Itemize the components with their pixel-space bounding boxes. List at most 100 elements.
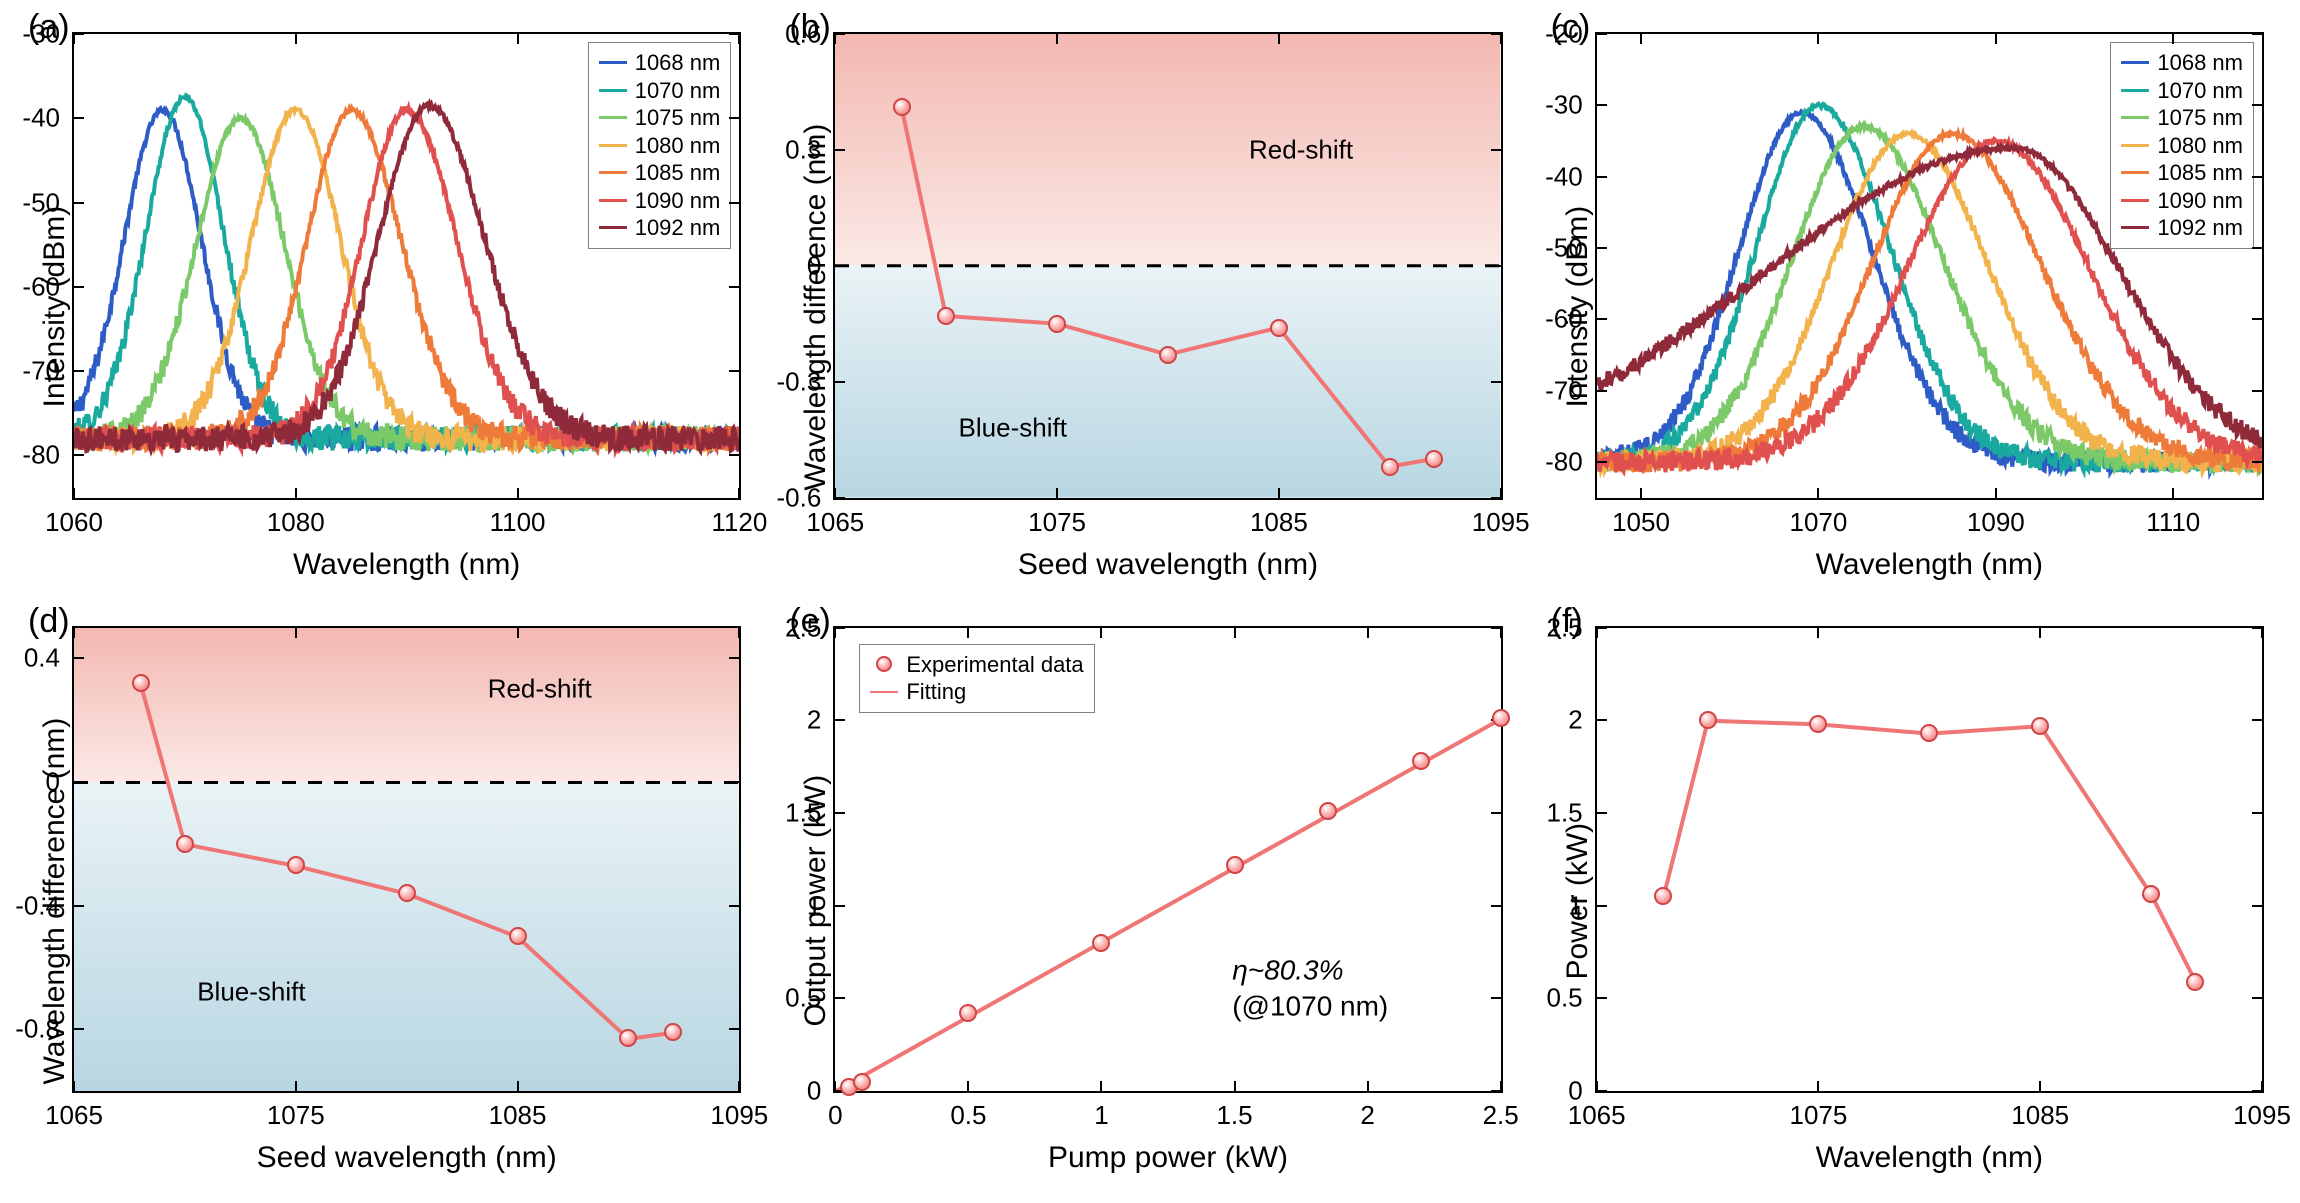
xtick-label: 1065: [45, 1100, 103, 1131]
data-marker: [1270, 319, 1288, 337]
data-marker: [664, 1023, 682, 1041]
ytick-label: -60: [22, 271, 60, 302]
panel-b-red-label: Red-shift: [1249, 134, 1353, 165]
legend-item: 1068 nm: [599, 49, 721, 77]
panel-a-xlabel: Wavelength (nm): [72, 500, 741, 582]
legend-item: 1075 nm: [2121, 104, 2243, 132]
ytick-label: -50: [1545, 232, 1583, 263]
xtick-label: 1075: [1790, 1100, 1848, 1131]
ytick-label: 1.5: [1547, 797, 1583, 828]
xtick-label: 1050: [1612, 507, 1670, 538]
panel-e: (e) Output power (kW) Experimental dataF…: [797, 626, 1502, 1176]
xtick-label: 1075: [267, 1100, 325, 1131]
data-marker: [1092, 934, 1110, 952]
ytick-label: -0.6: [777, 482, 822, 513]
xtick-label: 1110: [2146, 507, 2200, 538]
xtick-label: 1085: [1250, 507, 1308, 538]
ytick-label: -0.8: [15, 1014, 60, 1045]
xtick-label: 1085: [2011, 1100, 2069, 1131]
data-marker: [287, 856, 305, 874]
ytick-label: -0.3: [777, 366, 822, 397]
ytick-label: -0.4: [15, 890, 60, 921]
ytick-label: 0.5: [785, 983, 821, 1014]
ytick-label: 2.5: [1547, 612, 1583, 643]
ytick-label: 2.5: [785, 612, 821, 643]
ytick-label: 0.3: [785, 134, 821, 165]
panel-c-axes: Intensity (dBm) 1068 nm1070 nm1075 nm108…: [1559, 32, 2264, 582]
panel-b-plot: Red-shift Blue-shift 1065107510851095-0.…: [833, 32, 1502, 500]
data-marker: [2186, 973, 2204, 991]
panel-f-svg: [1597, 628, 2262, 1092]
ytick-label: 0.4: [24, 643, 60, 674]
data-marker: [176, 835, 194, 853]
panel-b-svg: [835, 34, 1500, 498]
panel-d: (d) Wavelength difference (nm) Red-shift…: [36, 626, 741, 1176]
xtick-label: 1095: [2233, 1100, 2291, 1131]
panel-e-plot: Experimental dataFitting η~80.3% (@1070 …: [833, 626, 1502, 1094]
panel-f-xlabel: Wavelength (nm): [1595, 1093, 2264, 1175]
panel-a-legend: 1068 nm1070 nm1075 nm1080 nm1085 nm1090 …: [588, 42, 732, 249]
xtick-label: 0: [828, 1100, 842, 1131]
panel-d-axes: Wavelength difference (nm) Red-shift Blu…: [36, 626, 741, 1176]
panel-d-plot: Red-shift Blue-shift 1065107510851095-0.…: [72, 626, 741, 1094]
panel-e-axes: Output power (kW) Experimental dataFitti…: [797, 626, 1502, 1176]
xtick-label: 1085: [489, 1100, 547, 1131]
data-marker: [1425, 450, 1443, 468]
data-marker: [509, 927, 527, 945]
panel-e-legend: Experimental dataFitting: [859, 644, 1094, 713]
panel-d-xlabel: Seed wavelength (nm): [72, 1093, 741, 1175]
xtick-label: 1095: [1472, 507, 1530, 538]
ytick-label: -50: [22, 187, 60, 218]
panel-c-legend: 1068 nm1070 nm1075 nm1080 nm1085 nm1090 …: [2110, 42, 2254, 249]
data-marker: [1492, 709, 1510, 727]
ytick-label: -80: [22, 440, 60, 471]
panel-b-blue-label: Blue-shift: [959, 412, 1067, 443]
ytick-label: 1: [1568, 890, 1582, 921]
data-marker: [1048, 315, 1066, 333]
legend-item: 1068 nm: [2121, 49, 2243, 77]
xtick-label: 1: [1094, 1100, 1108, 1131]
xtick-label: 1095: [710, 1100, 768, 1131]
ytick-label: -70: [22, 356, 60, 387]
ytick-label: -40: [1545, 161, 1583, 192]
ytick-label: 2: [1568, 705, 1582, 736]
panel-f-plot: 106510751085109500.511.522.5: [1595, 626, 2264, 1094]
data-marker: [1226, 856, 1244, 874]
legend-item: 1070 nm: [599, 77, 721, 105]
panel-b-xlabel: Seed wavelength (nm): [833, 500, 1502, 582]
ytick-label: 1.5: [785, 797, 821, 828]
panel-f: (f) Power (kW) 106510751085109500.511.52…: [1559, 626, 2264, 1176]
data-marker: [1412, 752, 1430, 770]
xtick-label: 1.5: [1216, 1100, 1252, 1131]
data-marker: [1319, 802, 1337, 820]
ytick-label: 0: [807, 250, 821, 281]
data-marker: [853, 1073, 871, 1091]
xtick-label: 1060: [45, 507, 103, 538]
ytick-label: -40: [22, 103, 60, 134]
data-marker: [2142, 885, 2160, 903]
ytick-label: 0: [1568, 1076, 1582, 1107]
panel-e-efficiency: η~80.3% (@1070 nm): [1232, 953, 1388, 1026]
panel-b: (b) Wavelength difference (nm) Red-shift…: [797, 32, 1502, 582]
xtick-label: 0.5: [950, 1100, 986, 1131]
data-marker: [1699, 711, 1717, 729]
panel-d-red-label: Red-shift: [488, 674, 592, 705]
legend-item: 1090 nm: [599, 187, 721, 215]
panel-e-xlabel: Pump power (kW): [833, 1093, 1502, 1175]
legend-item: 1085 nm: [599, 159, 721, 187]
data-marker: [132, 674, 150, 692]
panel-a-plot: 1068 nm1070 nm1075 nm1080 nm1085 nm1090 …: [72, 32, 741, 500]
xtick-label: 1090: [1967, 507, 2025, 538]
ytick-label: -80: [1545, 446, 1583, 477]
xtick-label: 1080: [267, 507, 325, 538]
ytick-label: 2: [807, 705, 821, 736]
legend-item: 1085 nm: [2121, 159, 2243, 187]
legend-item: 1075 nm: [599, 104, 721, 132]
xtick-label: 2: [1360, 1100, 1374, 1131]
data-marker: [2031, 717, 2049, 735]
ytick-label: -30: [22, 19, 60, 50]
data-marker: [619, 1029, 637, 1047]
xtick-label: 1075: [1028, 507, 1086, 538]
ytick-label: -70: [1545, 375, 1583, 406]
panel-a: (a) Intensity (dBm) 1068 nm1070 nm1075 n…: [36, 32, 741, 582]
